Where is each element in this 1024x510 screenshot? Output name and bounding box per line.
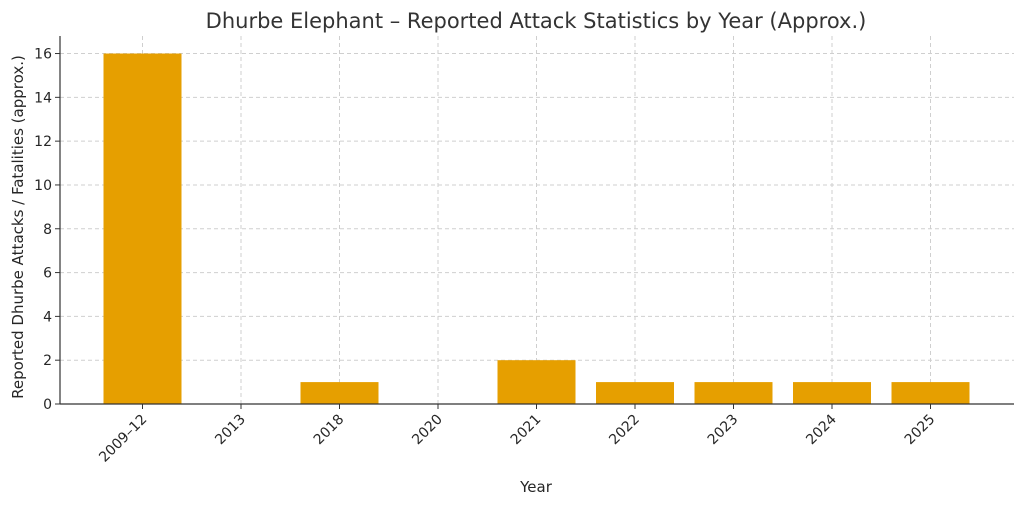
x-tick-label: 2025 xyxy=(902,412,939,449)
bars xyxy=(103,53,970,405)
y-tick-label: 4 xyxy=(43,309,52,325)
bar-6 xyxy=(694,382,773,404)
y-tick-label: 8 xyxy=(43,222,52,238)
y-tick-label: 14 xyxy=(34,90,52,106)
y-ticks: 0 2 4 6 8 10 12 14 16 xyxy=(34,47,60,413)
y-tick-label: 10 xyxy=(34,178,52,194)
y-tick-label: 0 xyxy=(43,397,52,413)
x-tick-label: 2023 xyxy=(705,412,742,449)
x-ticks: 2009–12 2013 2018 2020 2021 2022 2023 2024 2025 xyxy=(96,404,938,466)
x-tick-label: 2020 xyxy=(409,412,446,449)
x-tick-label: 2009–12 xyxy=(96,412,150,466)
bar-4 xyxy=(497,360,576,404)
bar-5 xyxy=(596,382,674,404)
x-tick-label: 2021 xyxy=(508,412,545,449)
x-tick-label: 2018 xyxy=(311,412,348,449)
y-tick-label: 12 xyxy=(34,134,52,150)
y-tick-label: 16 xyxy=(34,47,52,63)
bar-7 xyxy=(793,382,871,404)
bar-2 xyxy=(300,382,379,404)
bar-8 xyxy=(891,382,970,404)
y-tick-label: 2 xyxy=(43,353,52,369)
x-tick-label: 2013 xyxy=(212,412,249,449)
x-tick-label: 2022 xyxy=(606,412,643,449)
y-axis-label: Reported Dhurbe Attacks / Fatalities (ap… xyxy=(9,55,27,399)
y-tick-label: 6 xyxy=(43,266,52,282)
bar-0 xyxy=(103,53,182,405)
x-tick-label: 2024 xyxy=(803,411,840,448)
grid-lines xyxy=(60,36,1014,405)
chart-title: Dhurbe Elephant – Reported Attack Statis… xyxy=(206,9,867,33)
x-axis-label: Year xyxy=(519,478,553,496)
